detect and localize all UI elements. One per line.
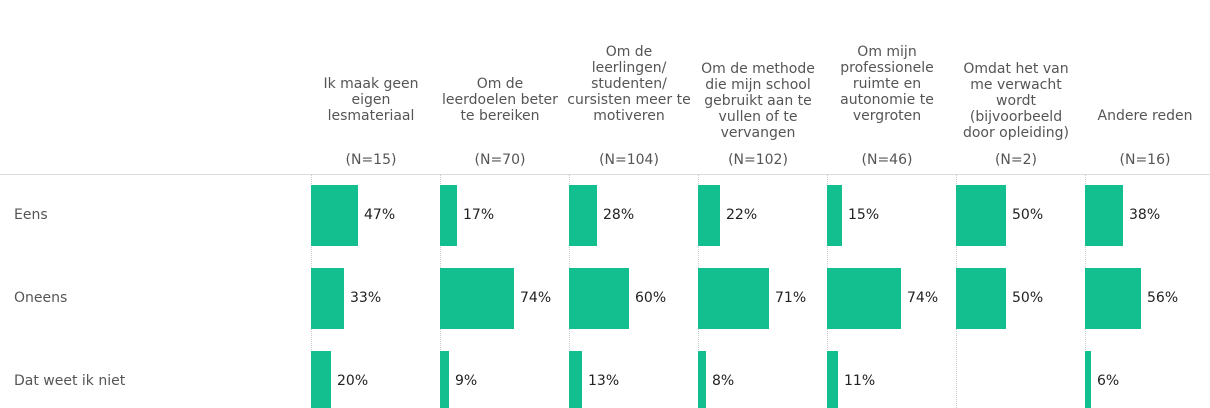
n-label: (N=16) bbox=[1119, 152, 1171, 168]
n-label: (N=15) bbox=[345, 152, 397, 168]
bar bbox=[440, 268, 514, 329]
value-label: 56% bbox=[1147, 289, 1179, 306]
row-label: Dat weet ik niet bbox=[14, 372, 126, 389]
value-label: 60% bbox=[635, 289, 667, 306]
bar bbox=[311, 268, 344, 329]
value-label: 50% bbox=[1012, 289, 1044, 306]
n-label: (N=2) bbox=[994, 152, 1038, 168]
value-label: 17% bbox=[463, 206, 495, 223]
value-label: 38% bbox=[1129, 206, 1161, 223]
bar bbox=[827, 351, 838, 408]
column-header: Om de leerdoelen beter te bereiken bbox=[442, 76, 558, 124]
bar bbox=[698, 351, 706, 408]
bar bbox=[698, 268, 769, 329]
value-label: 9% bbox=[455, 372, 478, 389]
column-header: Om de methode die mijn school gebruikt a… bbox=[701, 61, 815, 141]
row-label: Eens bbox=[14, 206, 48, 223]
n-label: (N=46) bbox=[861, 152, 913, 168]
bar bbox=[1085, 268, 1141, 329]
header-rule bbox=[0, 174, 1210, 175]
bar bbox=[827, 268, 901, 329]
row-label: Oneens bbox=[14, 289, 68, 306]
n-label: (N=70) bbox=[474, 152, 526, 168]
column-header: Andere reden bbox=[1097, 108, 1193, 124]
value-label: 71% bbox=[775, 289, 807, 306]
value-label: 33% bbox=[350, 289, 382, 306]
value-label: 22% bbox=[726, 206, 758, 223]
value-label: 13% bbox=[588, 372, 620, 389]
bar bbox=[569, 351, 582, 408]
column-header: Om de leerlingen/ studenten/ cursisten m… bbox=[567, 44, 691, 124]
n-label: (N=104) bbox=[599, 152, 659, 168]
value-label: 15% bbox=[848, 206, 880, 223]
value-label: 74% bbox=[520, 289, 552, 306]
n-label: (N=102) bbox=[728, 152, 788, 168]
value-label: 11% bbox=[844, 372, 876, 389]
bar bbox=[956, 268, 1006, 329]
bar bbox=[1085, 185, 1123, 246]
bar bbox=[440, 185, 457, 246]
column-header: Om mijn professionele ruimte en autonomi… bbox=[840, 44, 934, 124]
bar bbox=[569, 268, 629, 329]
bar bbox=[311, 185, 358, 246]
value-label: 8% bbox=[712, 372, 735, 389]
column-header: Omdat het van me verwacht wordt (bijvoor… bbox=[962, 61, 1070, 141]
bar bbox=[698, 185, 720, 246]
value-label: 20% bbox=[337, 372, 369, 389]
value-label: 6% bbox=[1097, 372, 1120, 389]
bar bbox=[827, 185, 842, 246]
bar bbox=[311, 351, 331, 408]
value-label: 47% bbox=[364, 206, 396, 223]
bar bbox=[1085, 351, 1091, 408]
bar bbox=[569, 185, 597, 246]
column-header: Ik maak geen eigen lesmateriaal bbox=[323, 76, 419, 124]
value-label: 50% bbox=[1012, 206, 1044, 223]
value-label: 74% bbox=[907, 289, 939, 306]
value-label: 28% bbox=[603, 206, 635, 223]
bar bbox=[440, 351, 449, 408]
bar bbox=[956, 185, 1006, 246]
